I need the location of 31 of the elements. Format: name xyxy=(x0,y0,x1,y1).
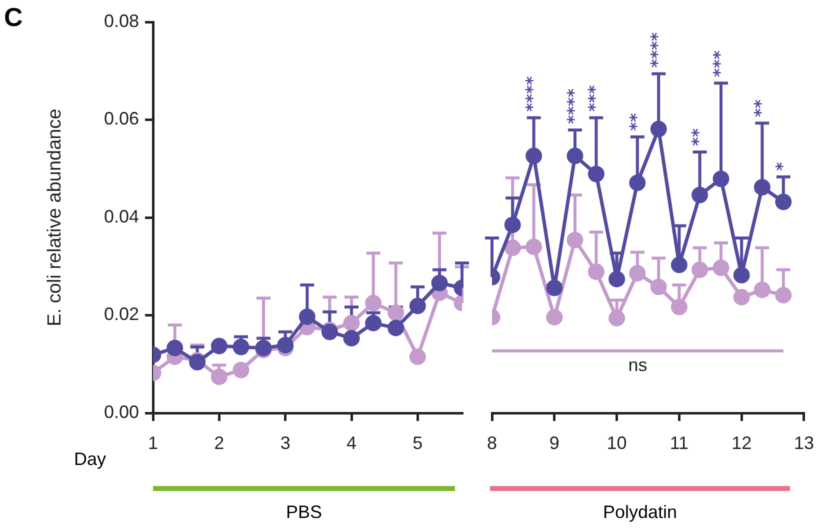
text: Polydatin xyxy=(602,502,678,523)
y-tick-label: 0.08 xyxy=(104,10,139,31)
x-tick-label: 10 xyxy=(606,432,627,453)
x-tick-label: 3 xyxy=(280,432,290,453)
text: PBS xyxy=(284,502,324,523)
y-tick-label: 0.00 xyxy=(104,402,139,422)
y-tick-label: 0.04 xyxy=(104,206,139,226)
annotation: **** xyxy=(564,88,584,124)
annotation: ** xyxy=(626,112,647,131)
annotation: *** xyxy=(710,50,730,78)
y-tick-label: 0.02 xyxy=(104,304,139,324)
x-tick-label: 11 xyxy=(670,432,689,453)
x-tick-label: 12 xyxy=(732,432,752,453)
x-tick-label: 9 xyxy=(549,432,560,453)
annotation: **** xyxy=(523,76,544,112)
x-axis-title: Day xyxy=(74,449,106,470)
annotation: * xyxy=(772,162,793,171)
x-tick-label: 8 xyxy=(487,432,498,453)
annotation: ** xyxy=(752,99,772,118)
annotation: ** xyxy=(689,128,710,146)
chart-title: C xyxy=(4,2,23,33)
annotation: *** xyxy=(586,85,606,112)
x-tick-label: 4 xyxy=(346,432,357,453)
y-axis-title: E. coli relative abundance xyxy=(44,108,66,326)
ref-line-label: ns xyxy=(628,354,648,375)
x-tick-label: 5 xyxy=(412,432,423,453)
y-tick-label: 0.06 xyxy=(104,108,139,129)
x-tick-label: 13 xyxy=(794,432,814,453)
x-tick-label: 1 xyxy=(148,432,158,453)
annotation: **** xyxy=(648,32,668,68)
x-tick-label: 2 xyxy=(214,432,224,453)
